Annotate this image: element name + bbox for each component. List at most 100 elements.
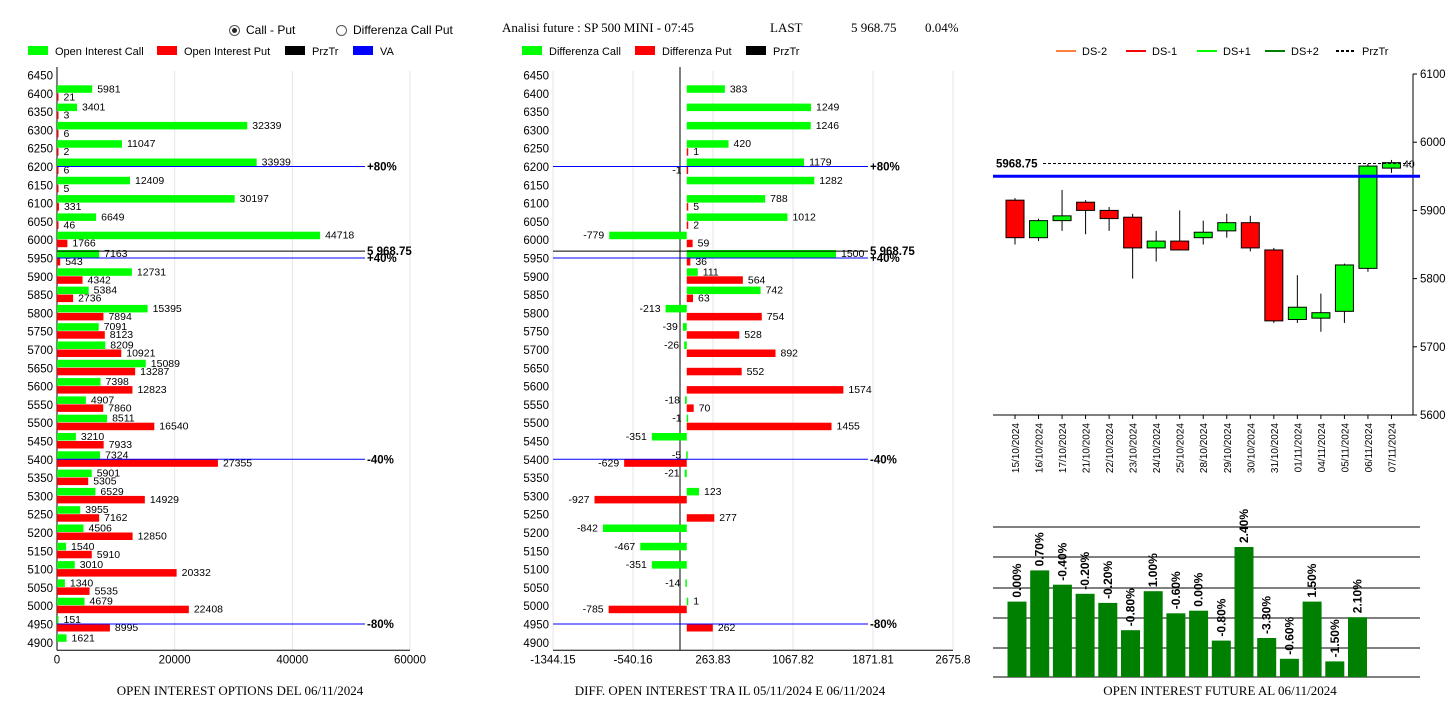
y-tick-6350: 6350 xyxy=(27,107,53,119)
oi-label-25/10/2024: -0.60% xyxy=(1169,571,1183,609)
candle-body-21/10/2024 xyxy=(1076,201,1096,211)
put-bar-5400 xyxy=(624,459,687,467)
call-bar-5650 xyxy=(57,359,146,368)
call-label-4900: 1621 xyxy=(72,632,96,644)
candle-y-tick-5600: 5600 xyxy=(1420,410,1446,422)
call-label-6100: 788 xyxy=(770,193,788,205)
radio-differenza-dot[interactable] xyxy=(336,24,347,36)
put-label-6000: 1766 xyxy=(72,238,96,250)
call-bar-6400 xyxy=(686,85,725,93)
legend-swatch-1 xyxy=(635,46,655,55)
oi-bar-25/10/2024 xyxy=(1166,613,1186,677)
put-bar-5500 xyxy=(57,422,155,431)
put-label-5900: 564 xyxy=(748,274,766,286)
call-bar-5200 xyxy=(57,524,84,532)
call-label-6350: 3401 xyxy=(82,102,106,114)
radio-differenza[interactable]: Differenza Call Put xyxy=(336,23,453,37)
candle-body-16/10/2024 xyxy=(1029,220,1049,239)
oi-label-01/11/2024: -0.60% xyxy=(1282,616,1296,654)
call-bar-6000 xyxy=(57,231,321,240)
radio-call-put-dot[interactable] xyxy=(229,24,240,36)
put-label-5250: 277 xyxy=(719,512,737,524)
radio-call-put[interactable]: Call - Put xyxy=(229,23,295,37)
candle-y-tick-5800: 5800 xyxy=(1420,274,1446,286)
put-label-6400: 21 xyxy=(64,91,76,103)
candle-date-17/10/2024: 17/10/2024 xyxy=(1058,423,1069,473)
legend-panel3: DS-2 DS-1 DS+1 DS+2 PrzTr xyxy=(1056,46,1389,58)
put-label-5400: -629 xyxy=(598,457,619,469)
y-tick-6150: 6150 xyxy=(523,180,549,192)
legend-label-2: DS+1 xyxy=(1223,46,1251,58)
call-bar-6000 xyxy=(609,231,687,240)
candle-body-07/11/2024 xyxy=(1381,162,1401,169)
level-label-3: -40% xyxy=(367,454,394,466)
put-label-5550: 7860 xyxy=(108,402,132,414)
put-label-5000: -785 xyxy=(583,604,604,616)
candle-y-tick-6100: 6100 xyxy=(1420,69,1446,81)
level-label-2: +40% xyxy=(367,253,397,265)
y-tick-6300: 6300 xyxy=(27,125,53,137)
legend-swatch-2 xyxy=(746,46,766,55)
put-bar-5550 xyxy=(686,404,694,412)
call-label-5850: 742 xyxy=(766,285,784,297)
put-label-6250: 2 xyxy=(64,146,70,158)
call-label-5700: -26 xyxy=(664,340,679,352)
call-label-5800: -213 xyxy=(640,303,661,315)
put-label-5650: 13287 xyxy=(140,366,169,378)
candle-body-30/10/2024 xyxy=(1240,222,1260,249)
put-bar-5700 xyxy=(57,349,122,357)
x-tick-4: 1871.81 xyxy=(852,654,894,666)
candle-date-15/10/2024: 15/10/2024 xyxy=(1011,423,1022,473)
call-bar-5300 xyxy=(57,487,96,496)
oi-bar-23/10/2024 xyxy=(1121,630,1140,677)
call-bar-5100 xyxy=(57,561,75,569)
y-tick-6450: 6450 xyxy=(523,71,549,83)
call-label-5600: 7398 xyxy=(106,376,130,388)
call-label-6050: 6649 xyxy=(101,211,125,223)
put-label-6250: 1 xyxy=(693,146,699,158)
call-bar-5450 xyxy=(651,433,687,441)
oi-label-30/10/2024: 2.40% xyxy=(1237,509,1251,543)
candle-body-04/11/2024 xyxy=(1311,312,1331,319)
x-tick-5: 2675.8 xyxy=(935,654,970,666)
y-tick-5950: 5950 xyxy=(27,254,53,266)
call-label-6400: 5981 xyxy=(97,83,121,95)
put-label-5550: 70 xyxy=(699,402,711,414)
call-label-5200: -842 xyxy=(577,523,598,535)
call-bar-5600 xyxy=(57,378,101,386)
oi-label-15/10/2024: 0.00% xyxy=(1010,563,1024,597)
call-bar-5050 xyxy=(57,579,65,587)
y-tick-5300: 5300 xyxy=(523,491,549,503)
put-bar-5150 xyxy=(57,550,92,559)
oi-bar-17/10/2024 xyxy=(1052,584,1072,677)
y-tick-6050: 6050 xyxy=(27,217,53,229)
y-tick-5100: 5100 xyxy=(27,565,53,577)
oi-label-06/11/2024: 2.10% xyxy=(1351,579,1365,613)
y-tick-5550: 5550 xyxy=(27,400,53,412)
legend-swatch-0 xyxy=(522,46,542,55)
put-bar-6250 xyxy=(57,148,59,156)
call-label-6250: 11047 xyxy=(127,138,156,150)
legend-label-3: DS+2 xyxy=(1291,46,1319,58)
y-tick-5700: 5700 xyxy=(523,345,549,357)
put-label-5750: 528 xyxy=(744,329,762,341)
call-bar-5900 xyxy=(686,268,698,276)
put-bar-5950 xyxy=(57,258,61,266)
call-bar-5850 xyxy=(57,286,89,295)
put-bar-4950 xyxy=(686,624,713,632)
put-label-6200: -1 xyxy=(672,165,681,177)
candle-date-30/10/2024: 30/10/2024 xyxy=(1246,423,1257,473)
call-label-5550: 4907 xyxy=(91,394,115,406)
put-label-4950: 262 xyxy=(718,622,736,634)
call-label-5150: -467 xyxy=(614,541,635,553)
legend-panel1: Open Interest Call Open Interest Put PrzTr… xyxy=(28,46,395,58)
call-label-6350: 1249 xyxy=(816,102,840,114)
radio-call-put-label: Call - Put xyxy=(246,23,296,37)
put-bar-5250 xyxy=(57,514,100,522)
level-label-0: +80% xyxy=(367,162,397,174)
call-label-5050: -14 xyxy=(665,577,680,589)
call-label-5450: 3210 xyxy=(81,431,105,443)
oi-bar-01/11/2024 xyxy=(1279,658,1299,677)
legend-label-2: PrzTr xyxy=(773,46,800,58)
call-bar-6100 xyxy=(686,195,766,203)
